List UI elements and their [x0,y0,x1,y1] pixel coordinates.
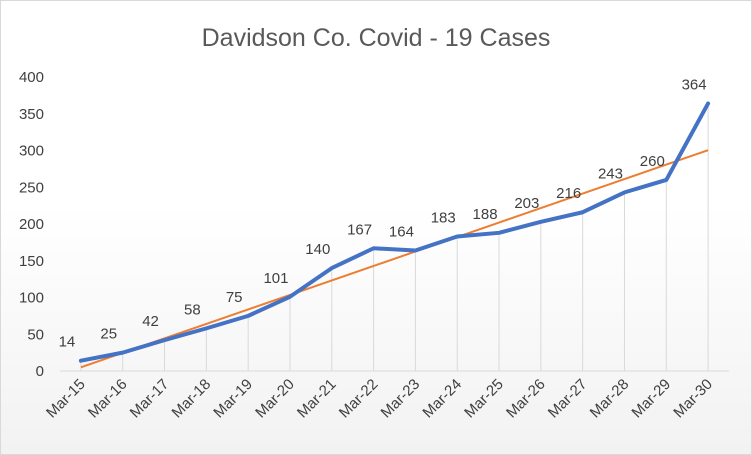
y-tick-label: 250 [19,179,44,196]
x-tick-label: Mar-17 [127,376,173,422]
x-tick-label: Mar-28 [587,376,633,422]
data-label: 243 [598,165,623,182]
x-tick-label: Mar-18 [169,376,215,422]
data-label: 101 [263,270,288,287]
data-label: 364 [682,76,707,93]
data-label: 203 [514,195,539,212]
x-tick-label: Mar-19 [210,376,256,422]
x-tick-label: Mar-16 [85,376,131,422]
y-axis-ticks: 0 50 100 150 200 250 300 350 400 [19,69,44,380]
y-tick-label: 0 [36,363,44,380]
data-label: 216 [556,185,581,202]
data-label: 58 [184,301,201,318]
data-label: 14 [59,334,76,351]
chart-title: Davidson Co. Covid - 19 Cases [202,24,551,52]
y-tick-label: 300 [19,143,44,160]
x-tick-label: Mar-22 [336,376,382,422]
y-tick-label: 50 [27,326,44,343]
x-axis-ticks: Mar-15Mar-16Mar-17Mar-18Mar-19Mar-20Mar-… [43,376,716,422]
x-tick-label: Mar-26 [503,376,549,422]
x-tick-label: Mar-23 [378,376,424,422]
x-tick-label: Mar-20 [252,376,298,422]
drop-lines [80,103,709,371]
y-tick-label: 100 [19,290,44,307]
x-tick-label: Mar-15 [43,376,89,422]
y-tick-label: 150 [19,253,44,270]
cases-line [78,101,711,363]
trendline [80,149,709,369]
x-tick-label: Mar-29 [628,376,674,422]
data-labels: 14 25 42 58 75 101 140 167 164 183 188 203 216 243 260… [59,76,707,350]
data-label: 164 [389,223,414,240]
y-tick-label: 200 [19,216,44,233]
data-label: 188 [473,206,498,223]
data-label: 183 [431,209,456,226]
data-label: 25 [100,326,117,343]
x-tick-label: Mar-24 [419,376,465,422]
cases-series [78,101,711,363]
data-label: 75 [226,289,243,306]
trendline-series [80,149,709,369]
x-tick-label: Mar-30 [670,376,716,422]
data-label: 42 [142,313,159,330]
y-tick-label: 350 [19,106,44,123]
data-label: 167 [347,221,372,238]
x-tick-label: Mar-21 [294,376,340,422]
x-tick-label: Mar-25 [461,376,507,422]
y-tick-label: 400 [19,69,44,86]
data-label: 260 [640,153,665,170]
x-tick-label: Mar-27 [545,376,591,422]
data-label: 140 [305,241,330,258]
